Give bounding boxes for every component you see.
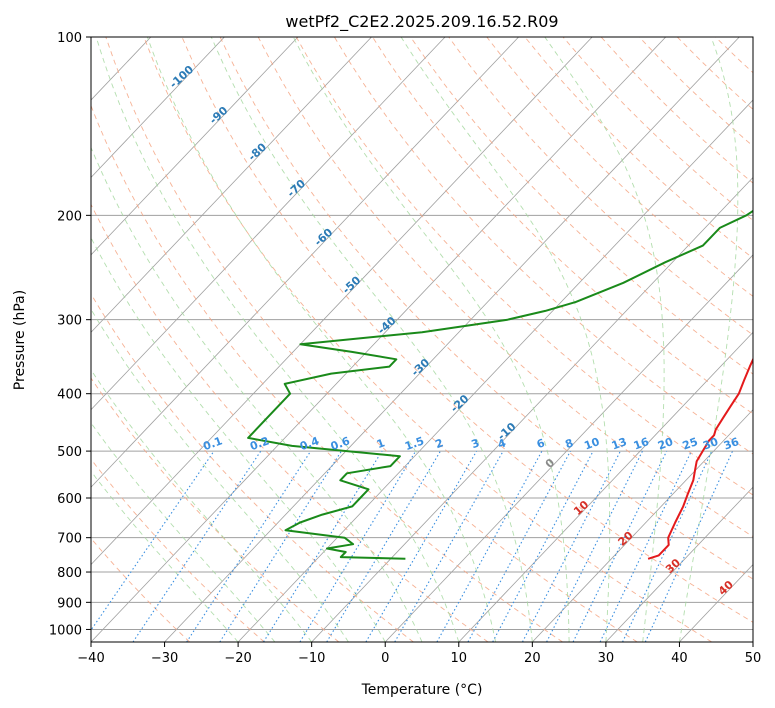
mixing-ratio-label: 20 <box>656 435 675 453</box>
moist-adiabat <box>544 37 665 642</box>
isotherm-line <box>458 331 753 642</box>
isotherm-line <box>91 37 667 642</box>
y-tick-label: 400 <box>57 388 82 403</box>
moist-adiabat <box>91 470 239 642</box>
moist-adiabat <box>91 146 423 642</box>
x-tick-label: 20 <box>524 651 541 666</box>
mixing-ratio-line <box>219 450 342 642</box>
mixing-ratio-line <box>644 450 734 642</box>
isotherm-line <box>91 37 446 411</box>
isotherm-line <box>384 254 753 642</box>
moist-adiabat <box>292 37 570 642</box>
isotherm-line <box>164 37 740 642</box>
y-tick-label: 600 <box>57 492 82 507</box>
mixing-ratio-label: 10 <box>583 435 602 453</box>
mixing-ratio-line <box>599 450 692 642</box>
temperature-line <box>647 357 753 560</box>
dry-adiabat <box>295 37 753 496</box>
moist-adiabat <box>95 37 460 642</box>
dewpoint-line <box>247 209 753 560</box>
mixing-ratio-line <box>326 450 441 642</box>
x-tick-label: 50 <box>745 651 762 666</box>
y-axis-title: Pressure (hPa) <box>12 290 28 390</box>
isotherm-line <box>237 99 753 642</box>
x-axis-title: Temperature (°C) <box>361 682 483 698</box>
moist-adiabat <box>91 422 276 642</box>
mixing-ratio-label: 0.6 <box>329 434 352 453</box>
mixing-ratio-label: 25 <box>681 435 700 452</box>
y-tick-label: 700 <box>57 532 82 547</box>
x-tick-label: −40 <box>77 651 104 666</box>
x-tick-label: 40 <box>671 651 688 666</box>
mixing-ratio-line <box>365 450 478 642</box>
mixing-ratio-label: 16 <box>632 435 651 453</box>
moist-adiabat <box>91 236 386 642</box>
mixing-ratio-label: 0.2 <box>248 434 271 453</box>
moist-adiabat <box>210 37 533 642</box>
mixing-ratio-line <box>467 450 571 642</box>
chart-title: wetPf2_C2E2.2025.209.16.52.R09 <box>285 12 558 32</box>
x-tick-label: 10 <box>451 651 468 666</box>
isotherm-line <box>91 37 225 179</box>
mixing-ratio-label: 8 <box>563 436 575 451</box>
isotherm-line <box>91 37 372 333</box>
mixing-ratio-line <box>91 450 215 632</box>
mixing-ratio-line <box>572 450 668 642</box>
x-tick-label: 30 <box>598 651 615 666</box>
dry-adiabat <box>334 37 753 455</box>
dry-adiabat <box>257 37 753 538</box>
mixing-ratio-label: 4 <box>496 436 508 451</box>
moist-adiabat <box>146 37 497 642</box>
mixing-ratio-line <box>436 450 543 642</box>
mixing-ratio-label: 13 <box>610 435 629 452</box>
x-tick-label: −20 <box>224 651 251 666</box>
y-tick-label: 200 <box>57 209 82 224</box>
mixing-ratio-label: 0.1 <box>201 434 224 453</box>
axes: −40 −30 −20 −10 0 10 20 30 40 5010020030040050060… <box>49 31 761 666</box>
isotherm-line <box>311 176 753 642</box>
y-tick-label: 300 <box>57 314 82 329</box>
mixing-ratio-line <box>299 450 417 642</box>
mixing-ratio-label: 1.5 <box>403 434 426 453</box>
moist-adiabat <box>400 37 611 642</box>
isotherm-line <box>91 37 299 256</box>
dry-adiabat <box>181 37 753 623</box>
dry-adiabat <box>91 458 265 642</box>
dry-adiabat <box>143 37 713 642</box>
isotherm-line <box>91 37 519 488</box>
dry-adiabat <box>105 37 638 642</box>
plot-frame <box>90 36 754 643</box>
moist-adiabat <box>678 37 739 642</box>
x-tick-label: 0 <box>381 651 389 666</box>
mixing-ratio-line <box>263 450 383 642</box>
mixing-ratio-label: 3 <box>470 436 482 451</box>
isotherm-line <box>605 486 753 642</box>
x-tick-label: −30 <box>151 651 178 666</box>
mixing-ratio-label: 30 <box>701 435 720 453</box>
y-tick-label: 1000 <box>49 623 82 638</box>
y-tick-label: 800 <box>57 566 82 581</box>
isotherm-line <box>91 37 593 566</box>
mixing-ratio-label: 1 <box>375 436 387 451</box>
dry-adiabat <box>448 37 753 336</box>
mixing-ratio-label: 6 <box>535 436 547 451</box>
mixing-ratio-label: 0.4 <box>298 434 321 453</box>
mixing-ratio-line <box>394 450 504 642</box>
dry-adiabat <box>410 37 753 375</box>
y-tick-label: 900 <box>57 596 82 611</box>
x-tick-label: −10 <box>298 651 325 666</box>
isotherm-line <box>532 409 753 642</box>
y-tick-label: 100 <box>57 31 82 46</box>
data-lines <box>247 209 753 560</box>
mixing-ratio-label: 36 <box>722 435 741 453</box>
moist-adiabat <box>91 308 349 642</box>
dry-adiabat <box>219 37 753 580</box>
y-tick-label: 500 <box>57 445 82 460</box>
dry-adiabat <box>91 293 414 642</box>
mixing-ratio-label: 2 <box>433 436 445 451</box>
